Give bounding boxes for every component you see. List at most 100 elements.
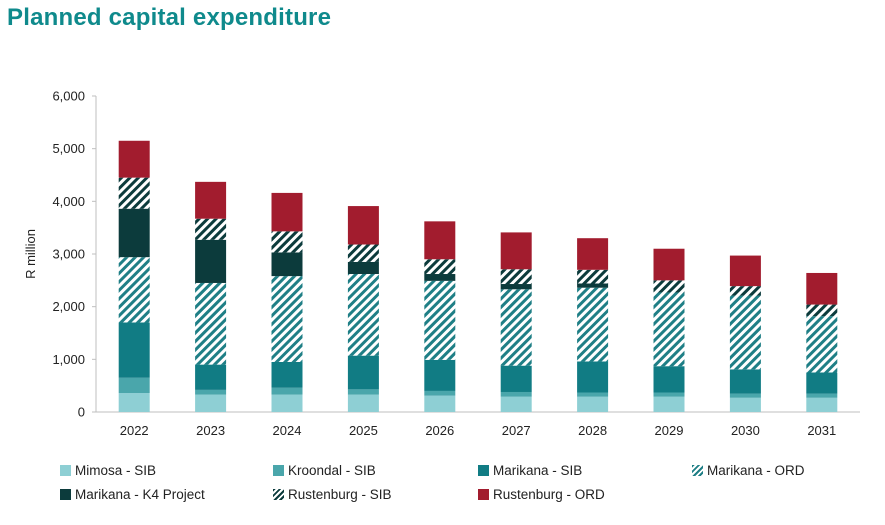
bar-segment: [118, 322, 150, 378]
legend-swatch: [60, 489, 71, 500]
bar-segment: [271, 276, 303, 362]
bar-segment: [195, 181, 227, 219]
y-tick-label: 5,000: [52, 141, 85, 156]
x-tick-label: 2027: [502, 423, 531, 438]
bar-segment: [271, 387, 303, 395]
x-tick-label: 2024: [273, 423, 302, 438]
legend-label: Kroondal - SIB: [288, 463, 376, 478]
x-tick-label: 2022: [120, 423, 149, 438]
legend-swatch: [478, 465, 489, 476]
bar-segment: [729, 369, 761, 394]
legend-item: Mimosa - SIB: [60, 463, 156, 478]
bar-segment: [118, 177, 150, 209]
bar-segment: [729, 397, 761, 412]
bar-segment: [118, 140, 150, 178]
x-tick-label: 2030: [731, 423, 760, 438]
y-tick-label: 4,000: [52, 194, 85, 209]
bar-segment: [729, 295, 761, 370]
bar-segment: [271, 361, 303, 388]
x-tick-label: 2023: [196, 423, 225, 438]
legend-label: Marikana - ORD: [707, 463, 805, 478]
bar-segment: [195, 218, 227, 240]
bar-segment: [424, 274, 456, 281]
x-tick-label: 2025: [349, 423, 378, 438]
bar-segment: [118, 257, 150, 323]
y-tick-label: 1,000: [52, 352, 85, 367]
bar-segment: [347, 244, 379, 262]
bar-segment: [653, 392, 685, 397]
bar-segment: [577, 361, 609, 393]
bar-segment: [271, 394, 303, 412]
bar-segment: [806, 304, 838, 317]
legend-swatch: [478, 489, 489, 500]
bar-segment: [195, 239, 227, 283]
legend-item: Rustenburg - ORD: [478, 487, 605, 502]
bar-segment: [424, 221, 456, 260]
bar-segment: [424, 259, 456, 275]
legend-swatch: [60, 465, 71, 476]
bar-segment: [806, 397, 838, 412]
legend-label: Rustenburg - ORD: [493, 487, 605, 502]
bar-segment: [653, 248, 685, 281]
bar-segment: [424, 390, 456, 396]
bar-segment: [424, 395, 456, 412]
bar-segment: [347, 274, 379, 356]
y-axis-label: R million: [23, 229, 38, 279]
bar-segment: [806, 393, 838, 398]
bar-segment: [118, 377, 150, 394]
bar-segment: [653, 396, 685, 412]
bar-segment: [271, 192, 303, 232]
bar-segment: [500, 396, 532, 412]
legend-item: Marikana - ORD: [692, 463, 805, 478]
bar-segment: [729, 255, 761, 287]
x-tick-label: 2029: [655, 423, 684, 438]
legend-swatch: [273, 465, 284, 476]
legend-item: Rustenburg - SIB: [273, 487, 392, 502]
y-tick-label: 2,000: [52, 299, 85, 314]
bar-segment: [806, 272, 838, 305]
legend-swatch: [273, 489, 284, 500]
bar-segment: [271, 231, 303, 253]
x-tick-label: 2031: [807, 423, 836, 438]
bar-segment: [729, 393, 761, 398]
bar-segment: [806, 316, 838, 373]
bar-segment: [347, 206, 379, 245]
y-tick-label: 0: [78, 405, 85, 420]
x-tick-label: 2026: [425, 423, 454, 438]
legend-label: Marikana - K4 Project: [75, 487, 205, 502]
chart-title: Planned capital expenditure: [7, 4, 332, 31]
legend-item: Kroondal - SIB: [273, 463, 376, 478]
bar-segment: [653, 280, 685, 293]
bar-segment: [500, 232, 532, 270]
bar-segment: [347, 389, 379, 395]
legend-swatch: [692, 465, 703, 476]
bar-segment: [424, 280, 456, 360]
bar-segment: [347, 261, 379, 275]
y-tick-label: 3,000: [52, 247, 85, 262]
bar-segment: [500, 284, 532, 290]
legend-label: Mimosa - SIB: [75, 463, 157, 478]
bar-segment: [424, 359, 456, 391]
bar-segment: [195, 389, 227, 395]
bar-segment: [347, 394, 379, 412]
bar-segment: [577, 283, 609, 288]
bar-segment: [577, 238, 609, 270]
bar-segment: [347, 355, 379, 390]
bar-segment: [577, 269, 609, 284]
bar-segment: [195, 282, 227, 365]
bar-segment: [729, 286, 761, 296]
bar-segment: [271, 252, 303, 277]
bar-segment: [500, 269, 532, 285]
bar-segment: [195, 394, 227, 412]
legend-label: Rustenburg - SIB: [288, 487, 392, 502]
bar-segment: [118, 208, 150, 258]
bar-segment: [577, 287, 609, 362]
bar-segment: [653, 292, 685, 367]
bar-segment: [118, 393, 150, 412]
bar-segment: [577, 396, 609, 412]
bar-segment: [500, 289, 532, 366]
legend-item: Marikana - K4 Project: [60, 487, 205, 502]
bar-segment: [653, 366, 685, 393]
bar-segment: [500, 365, 532, 392]
legend-item: Marikana - SIB: [478, 463, 582, 478]
